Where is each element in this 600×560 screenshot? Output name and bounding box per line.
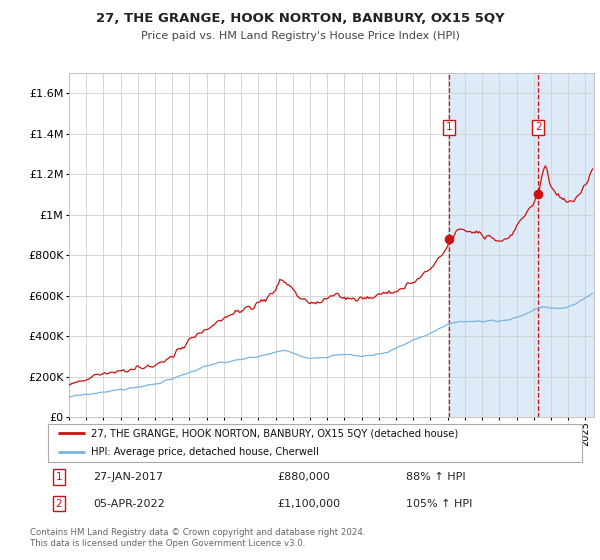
Text: 88% ↑ HPI: 88% ↑ HPI <box>406 472 466 482</box>
Text: 27, THE GRANGE, HOOK NORTON, BANBURY, OX15 5QY: 27, THE GRANGE, HOOK NORTON, BANBURY, OX… <box>95 12 505 25</box>
Text: 27-JAN-2017: 27-JAN-2017 <box>94 472 164 482</box>
Text: 2: 2 <box>535 123 542 133</box>
Text: 1: 1 <box>446 123 452 133</box>
FancyBboxPatch shape <box>48 424 582 462</box>
Text: 2: 2 <box>55 498 62 508</box>
Text: £1,100,000: £1,100,000 <box>278 498 341 508</box>
Text: 27, THE GRANGE, HOOK NORTON, BANBURY, OX15 5QY (detached house): 27, THE GRANGE, HOOK NORTON, BANBURY, OX… <box>91 428 458 438</box>
Text: 105% ↑ HPI: 105% ↑ HPI <box>406 498 472 508</box>
Text: HPI: Average price, detached house, Cherwell: HPI: Average price, detached house, Cher… <box>91 447 319 457</box>
Text: Contains HM Land Registry data © Crown copyright and database right 2024.
This d: Contains HM Land Registry data © Crown c… <box>30 528 365 548</box>
Text: Price paid vs. HM Land Registry's House Price Index (HPI): Price paid vs. HM Land Registry's House … <box>140 31 460 41</box>
Bar <box>449 73 594 417</box>
Text: 05-APR-2022: 05-APR-2022 <box>94 498 165 508</box>
Text: £880,000: £880,000 <box>278 472 331 482</box>
Text: 1: 1 <box>55 472 62 482</box>
